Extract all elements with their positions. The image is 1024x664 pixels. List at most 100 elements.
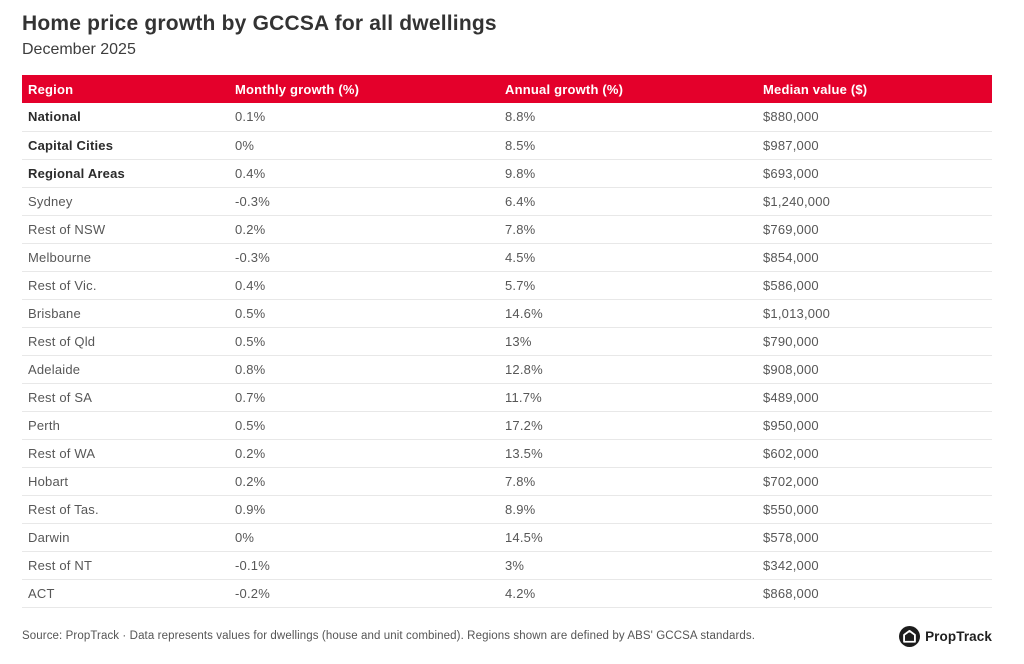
table-row: Adelaide 0.8% 12.8% $908,000 [22,355,992,384]
region-name: Sydney [22,187,229,216]
median-value: $880,000 [757,103,992,132]
region-name: Melbourne [22,243,229,272]
annual-growth-value: 14.5% [499,523,757,552]
table-row: Rest of Vic. 0.4% 5.7% $586,000 [22,271,992,300]
monthly-growth-value: -0.3% [229,243,499,272]
footer: Source: PropTrack · Data represents valu… [22,625,992,647]
region-name: Rest of SA [22,383,229,412]
median-value: $769,000 [757,215,992,244]
median-value: $790,000 [757,327,992,356]
monthly-growth-value: 0.2% [229,215,499,244]
annual-growth-value: 3% [499,551,757,580]
annual-growth-value: 4.2% [499,579,757,608]
annual-growth-value: 8.8% [499,103,757,132]
annual-growth-value: 4.5% [499,243,757,272]
median-value: $854,000 [757,243,992,272]
region-name: Capital Cities [22,131,229,160]
table-row: Rest of Tas. 0.9% 8.9% $550,000 [22,495,992,524]
median-value: $702,000 [757,467,992,496]
region-name: ACT [22,579,229,608]
monthly-growth-value: 0.8% [229,355,499,384]
annual-growth-value: 6.4% [499,187,757,216]
table-row: Regional Areas 0.4% 9.8% $693,000 [22,159,992,188]
region-name: Darwin [22,523,229,552]
monthly-growth-value: 0% [229,131,499,160]
region-name: Perth [22,411,229,440]
column-header-region: Region [22,75,229,103]
region-name: Rest of Qld [22,327,229,356]
annual-growth-value: 13.5% [499,439,757,468]
monthly-growth-value: 0% [229,523,499,552]
median-value: $908,000 [757,355,992,384]
region-name: Regional Areas [22,159,229,188]
source-note: Source: PropTrack · Data represents valu… [22,630,756,642]
median-value: $550,000 [757,495,992,524]
region-name: Brisbane [22,299,229,328]
table-row: Darwin 0% 14.5% $578,000 [22,523,992,552]
annual-growth-value: 11.7% [499,383,757,412]
region-name: National [22,103,229,132]
region-name: Rest of NT [22,551,229,580]
table-row: Rest of NT -0.1% 3% $342,000 [22,551,992,580]
annual-growth-value: 8.5% [499,131,757,160]
annual-growth-value: 7.8% [499,467,757,496]
table-row: Sydney -0.3% 6.4% $1,240,000 [22,187,992,216]
monthly-growth-value: 0.2% [229,439,499,468]
median-value: $489,000 [757,383,992,412]
region-name: Rest of Vic. [22,271,229,300]
annual-growth-value: 14.6% [499,299,757,328]
infographic-page: Home price growth by GCCSA for all dwell… [22,12,992,647]
page-subtitle: December 2025 [22,41,136,58]
median-value: $578,000 [757,523,992,552]
median-value: $987,000 [757,131,992,160]
median-value: $586,000 [757,271,992,300]
region-name: Rest of NSW [22,215,229,244]
monthly-growth-value: 0.5% [229,327,499,356]
median-value: $342,000 [757,551,992,580]
table-header-row: Region Monthly growth (%) Annual growth … [22,75,992,103]
table-row: Rest of Qld 0.5% 13% $790,000 [22,327,992,356]
monthly-growth-value: 0.4% [229,271,499,300]
annual-growth-value: 17.2% [499,411,757,440]
table-header: Region Monthly growth (%) Annual growth … [22,75,992,103]
table-row: Rest of SA 0.7% 11.7% $489,000 [22,383,992,412]
annual-growth-value: 7.8% [499,215,757,244]
column-header-annual-growth: Annual growth (%) [499,75,757,103]
median-value: $602,000 [757,439,992,468]
region-name: Hobart [22,467,229,496]
table-row: Hobart 0.2% 7.8% $702,000 [22,467,992,496]
monthly-growth-value: -0.1% [229,551,499,580]
region-name: Rest of Tas. [22,495,229,524]
monthly-growth-value: 0.2% [229,467,499,496]
table-row: Capital Cities 0% 8.5% $987,000 [22,131,992,160]
proptrack-logo: PropTrack [899,625,992,647]
median-value: $1,013,000 [757,299,992,328]
monthly-growth-value: 0.7% [229,383,499,412]
monthly-growth-value: 0.1% [229,103,499,132]
annual-growth-value: 9.8% [499,159,757,188]
gccsa-price-table: Region Monthly growth (%) Annual growth … [22,75,992,608]
monthly-growth-value: 0.4% [229,159,499,188]
median-value: $868,000 [757,579,992,608]
monthly-growth-value: -0.3% [229,187,499,216]
proptrack-house-icon [899,625,921,647]
monthly-growth-value: 0.5% [229,299,499,328]
table-body: National 0.1% 8.8% $880,000 Capital Citi… [22,103,992,608]
monthly-growth-value: 0.5% [229,411,499,440]
annual-growth-value: 8.9% [499,495,757,524]
median-value: $693,000 [757,159,992,188]
table-row: ACT -0.2% 4.2% $868,000 [22,579,992,608]
table-row: National 0.1% 8.8% $880,000 [22,103,992,132]
column-header-median-value: Median value ($) [757,75,992,103]
table-row: Rest of WA 0.2% 13.5% $602,000 [22,439,992,468]
table-row: Melbourne -0.3% 4.5% $854,000 [22,243,992,272]
monthly-growth-value: -0.2% [229,579,499,608]
monthly-growth-value: 0.9% [229,495,499,524]
region-name: Rest of WA [22,439,229,468]
region-name: Adelaide [22,355,229,384]
annual-growth-value: 5.7% [499,271,757,300]
annual-growth-value: 13% [499,327,757,356]
table-row: Perth 0.5% 17.2% $950,000 [22,411,992,440]
column-header-monthly-growth: Monthly growth (%) [229,75,499,103]
page-title: Home price growth by GCCSA for all dwell… [22,12,497,35]
